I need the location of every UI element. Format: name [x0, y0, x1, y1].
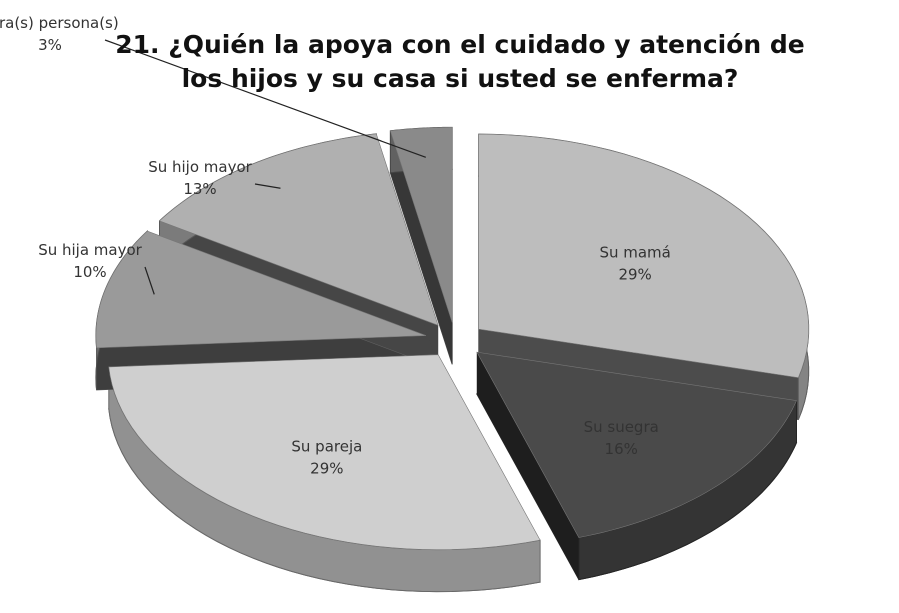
data-label-value: 29%: [618, 265, 651, 283]
data-label-value: 3%: [38, 36, 62, 54]
data-label-name: Su mamá: [599, 243, 670, 261]
data-label-name: Su hija mayor: [38, 241, 142, 259]
data-label-value: 16%: [605, 440, 638, 458]
data-label-name: Otra(s) persona(s): [0, 14, 119, 32]
data-label-value: 13%: [183, 180, 216, 198]
data-label-name: Su suegra: [584, 418, 659, 436]
data-label-value: 10%: [73, 263, 106, 281]
chart-title: 21. ¿Quién la apoya con el cuidado y ate…: [110, 28, 810, 96]
data-label-value: 29%: [310, 459, 343, 477]
data-label-name: Su hijo mayor: [148, 158, 252, 176]
data-label-name: Su pareja: [291, 437, 362, 455]
page: Su mamá 29% Su suegra 16% Su pareja 29% Su hij…: [0, 0, 899, 613]
